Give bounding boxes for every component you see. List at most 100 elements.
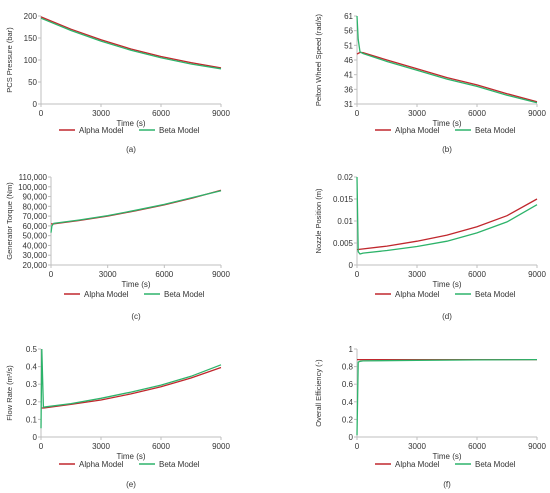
legend-label: Beta Model [159, 460, 200, 469]
chart-panel-6: 0 0.2 0.4 0.6 0.8 1 0 3000 6000 9000 Time (s) Overa… [314, 345, 546, 489]
panel-caption: (f) [443, 480, 451, 489]
x-tick-label: 0 [355, 442, 360, 451]
x-axis-label: Time (s) [116, 452, 145, 461]
y-axis-label: Flow Rate (m³/s) [5, 365, 14, 421]
legend-label: Beta Model [475, 290, 516, 299]
legend-label: Beta Model [475, 126, 516, 135]
panel-caption: (e) [126, 480, 136, 489]
panel-caption: (a) [126, 145, 136, 154]
panel-caption: (b) [442, 145, 452, 154]
series-line-alpha-model [51, 189, 222, 225]
legend-item-beta-model: Beta Model [455, 290, 516, 299]
x-tick-label: 6000 [152, 442, 170, 451]
series-line-beta-model [40, 17, 222, 70]
y-tick-label: 0 [349, 261, 354, 270]
y-tick-label: 90,000 [23, 193, 48, 202]
x-tick-label: 6000 [155, 270, 173, 279]
legend-item-alpha-model: Alpha Model [375, 290, 440, 299]
chart-panel-1: 0 50 100 150 200 0 3000 6000 9000 Time (s) PCS Pre… [5, 12, 230, 154]
y-tick-label: 0 [33, 433, 38, 442]
series-line-alpha-model [41, 366, 222, 409]
legend-item-alpha-model: Alpha Model [375, 460, 440, 469]
x-tick-label: 0 [355, 109, 360, 118]
y-tick-label: 100 [24, 56, 38, 65]
y-tick-label: 0.01 [337, 217, 353, 226]
y-tick-label: 50,000 [23, 232, 48, 241]
y-tick-label: 40,000 [23, 241, 48, 250]
y-tick-label: 0.4 [26, 363, 38, 372]
y-tick-label: 150 [24, 34, 38, 43]
legend-item-beta-model: Beta Model [144, 290, 205, 299]
x-tick-label: 3000 [408, 442, 426, 451]
series-line-beta-model [40, 348, 222, 429]
y-tick-label: 50 [28, 78, 37, 87]
y-tick-label: 30,000 [23, 251, 48, 260]
y-tick-label: 0.02 [337, 173, 353, 182]
series-line-beta-model [356, 15, 538, 104]
y-axis-label: PCS Pressure (bar) [5, 27, 14, 93]
x-tick-label: 9000 [212, 270, 230, 279]
series-line-alpha-model [356, 51, 538, 103]
x-tick-label: 9000 [528, 442, 546, 451]
x-tick-label: 9000 [528, 109, 546, 118]
series-line-alpha-model [40, 16, 222, 69]
legend-item-beta-model: Beta Model [139, 460, 200, 469]
chart-panel-2: 31 36 41 46 51 56 61 0 3000 6000 9000 Time (s) Pelto… [314, 12, 546, 154]
x-tick-label: 9000 [528, 270, 546, 279]
x-tick-label: 0 [355, 270, 360, 279]
y-tick-label: 0.015 [333, 195, 354, 204]
x-axis-label: Time (s) [116, 119, 145, 128]
y-tick-label: 100,000 [18, 183, 47, 192]
legend-label: Beta Model [159, 126, 200, 135]
y-tick-label: 36 [344, 85, 353, 94]
y-tick-label: 0.8 [342, 363, 354, 372]
chart-panel-3: 20,00030,00040,00050,00060,00070,00080,0… [5, 173, 230, 321]
legend-item-alpha-model: Alpha Model [64, 290, 129, 299]
y-tick-label: 61 [344, 12, 353, 21]
legend-label: Alpha Model [395, 290, 440, 299]
x-tick-label: 6000 [468, 270, 486, 279]
legend-label: Alpha Model [79, 460, 124, 469]
legend-item-alpha-model: Alpha Model [375, 126, 440, 135]
legend-label: Alpha Model [79, 126, 124, 135]
y-tick-label: 0.6 [342, 380, 354, 389]
x-tick-label: 6000 [152, 109, 170, 118]
chart-panel-4: 0 0.005 0.01 0.015 0.02 0 3000 6000 9000 Time (s)… [314, 173, 546, 321]
y-tick-label: 0.005 [333, 239, 354, 248]
y-tick-label: 200 [24, 12, 38, 21]
x-tick-label: 3000 [408, 109, 426, 118]
x-tick-label: 3000 [99, 270, 117, 279]
legend-label: Alpha Model [395, 460, 440, 469]
y-axis-label: Generator Torque (Nm) [5, 182, 14, 260]
y-tick-label: 110,000 [19, 173, 48, 182]
x-tick-label: 3000 [92, 442, 110, 451]
y-tick-label: 0.2 [342, 415, 354, 424]
legend-item-alpha-model: Alpha Model [59, 460, 124, 469]
series-line-alpha-model [356, 198, 538, 251]
chart-panel-5: 0 0.1 0.2 0.3 0.4 0.5 0 3000 6000 9000 Time (s) Flo… [5, 345, 230, 489]
x-tick-label: 6000 [468, 109, 486, 118]
x-tick-label: 0 [39, 442, 44, 451]
x-tick-label: 3000 [92, 109, 110, 118]
x-tick-label: 9000 [212, 109, 230, 118]
x-tick-label: 0 [39, 109, 44, 118]
panel-caption: (d) [442, 312, 452, 321]
y-tick-label: 20,000 [23, 261, 48, 270]
legend-label: Beta Model [475, 460, 516, 469]
y-tick-label: 60,000 [23, 222, 48, 231]
y-axis-label: Pelton Wheel Speed (rad/s) [314, 13, 323, 106]
y-tick-label: 51 [344, 41, 353, 50]
y-tick-label: 0 [349, 433, 354, 442]
y-tick-label: 0.2 [26, 398, 38, 407]
series-line-beta-model [356, 176, 538, 255]
x-tick-label: 9000 [212, 442, 230, 451]
y-tick-label: 56 [344, 27, 353, 36]
y-tick-label: 0.3 [26, 380, 38, 389]
x-tick-label: 6000 [468, 442, 486, 451]
y-tick-label: 1 [349, 345, 354, 354]
legend-item-beta-model: Beta Model [139, 126, 200, 135]
y-tick-label: 0 [33, 100, 38, 109]
legend-item-beta-model: Beta Model [455, 126, 516, 135]
legend-label: Alpha Model [84, 290, 129, 299]
